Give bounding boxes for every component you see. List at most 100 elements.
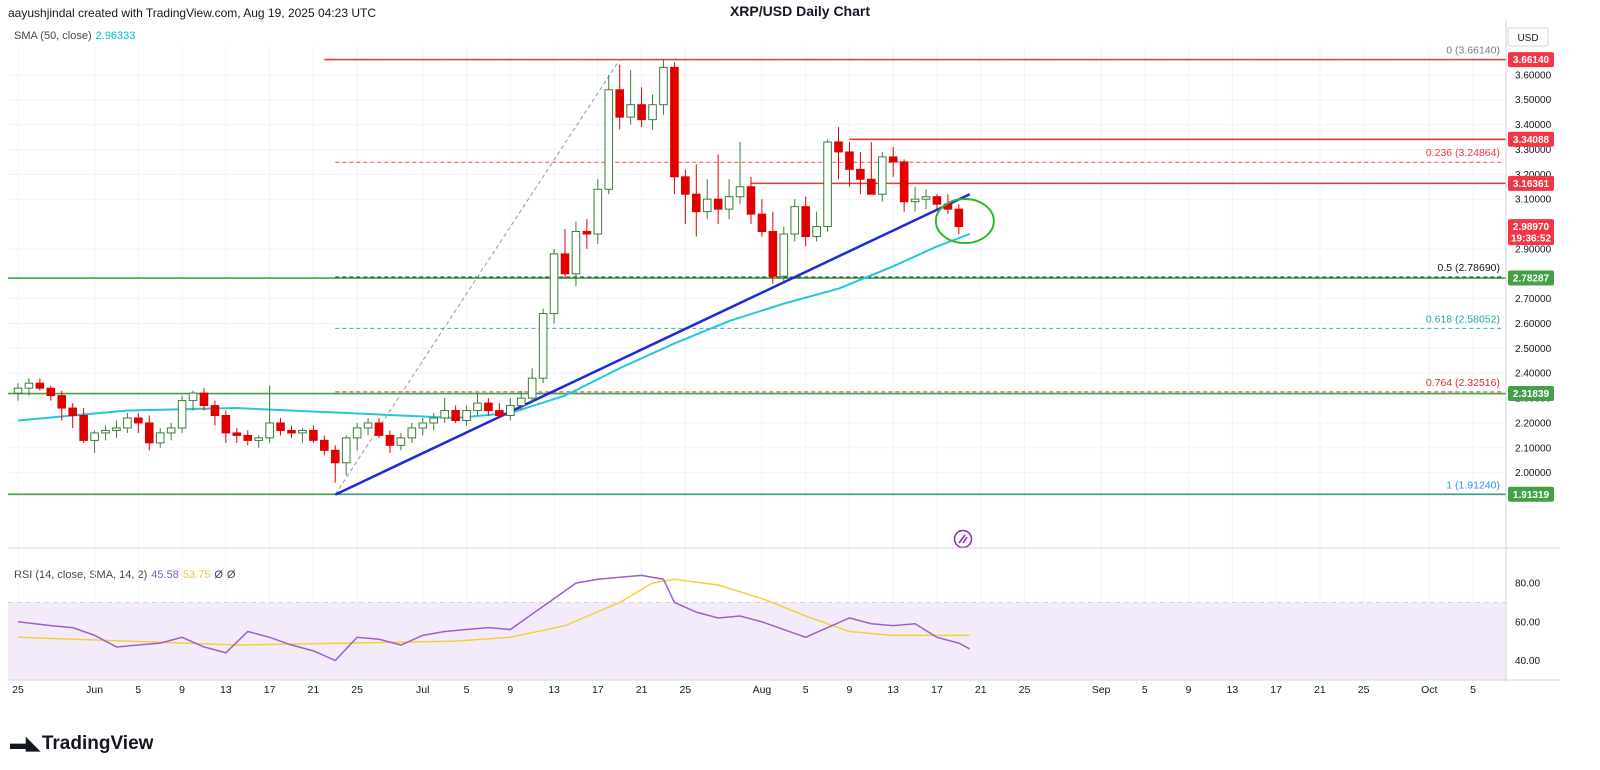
candle: [13, 383, 23, 401]
candle: [681, 169, 690, 225]
candle-body: [932, 196, 942, 205]
rsi-tick-label: 60.00: [1515, 617, 1540, 628]
candle-body: [473, 402, 482, 412]
price-tick-label: 2.10000: [1515, 443, 1552, 454]
candle: [276, 418, 285, 436]
candle: [571, 221, 581, 287]
candle: [68, 403, 78, 428]
candle-body: [243, 434, 253, 441]
candle-body: [177, 400, 187, 429]
date-tick-label: 25: [1358, 684, 1370, 696]
fib-label: 0.764 (2.32516): [1426, 377, 1500, 389]
candle-body: [691, 193, 701, 213]
date-tick-label: 17: [264, 684, 276, 696]
rsi-legend[interactable]: RSI (14, close, SMA, 14, 2) 45.58 53.75 Ø Ø: [14, 569, 235, 581]
candle: [57, 390, 67, 421]
candle-body: [374, 422, 384, 436]
date-tick-label: Oct: [1421, 684, 1437, 696]
price-tag-countdown: 19:36:52: [1511, 234, 1551, 245]
date-tick-label: 17: [592, 684, 604, 696]
candle-body: [910, 198, 920, 203]
candle-body: [320, 439, 329, 451]
candle-body: [834, 141, 843, 153]
candle: [516, 390, 526, 411]
candle-body: [385, 434, 395, 446]
candle-body: [155, 432, 165, 444]
replay-icon-glyph: [958, 534, 968, 544]
candle-body: [845, 151, 854, 170]
candle: [210, 400, 220, 426]
price-tag: 3.16361: [1508, 175, 1554, 191]
candle: [166, 422, 176, 441]
price-tag: 2.78287: [1508, 270, 1554, 286]
support-trendline: [334, 193, 971, 496]
price-tag-bg: [1508, 386, 1554, 402]
candle-body: [768, 231, 778, 277]
candle-body: [144, 422, 154, 444]
price-tick-label: 2.00000: [1515, 468, 1552, 479]
rsi-legend-value: 45.58: [151, 569, 179, 581]
candle: [407, 422, 417, 443]
candle: [221, 410, 231, 443]
candle-body: [604, 89, 614, 190]
fib-label: 0 (3.66140): [1446, 45, 1500, 57]
candle-body: [429, 417, 439, 424]
price-tick-label: 3.40000: [1515, 120, 1552, 131]
candle-body: [681, 176, 690, 195]
price-tag-value: 2.78287: [1513, 274, 1550, 285]
candle-body: [13, 387, 23, 394]
candle-body: [746, 186, 756, 215]
candle-body: [35, 382, 45, 389]
price-tag-value: 3.66140: [1513, 55, 1550, 66]
candle-body: [899, 161, 909, 203]
candle: [330, 445, 340, 483]
candle: [932, 194, 942, 210]
sma-legend[interactable]: SMA (50, close) 2.96333: [14, 30, 135, 42]
candle: [309, 425, 318, 443]
price-tag-bg: [1508, 219, 1554, 246]
rsi-tick-label: 80.00: [1515, 579, 1540, 590]
candle: [856, 151, 865, 195]
candle-body: [68, 407, 78, 417]
date-tick-label: 5: [464, 684, 470, 696]
price-tag: 1.91319: [1508, 486, 1554, 502]
date-tick-label: 17: [931, 684, 943, 696]
date-tick-label: Sep: [1092, 684, 1111, 696]
candle-body: [462, 410, 471, 421]
candle: [801, 196, 810, 247]
candle: [287, 425, 296, 438]
candle: [604, 74, 614, 195]
candle: [746, 176, 756, 225]
candle-body: [823, 141, 832, 228]
candle: [374, 418, 384, 438]
price-tick-label: 2.50000: [1515, 344, 1552, 355]
candle-body: [921, 196, 931, 200]
candle: [779, 226, 789, 282]
candle-body: [210, 405, 220, 417]
candle: [560, 229, 570, 279]
fib-label: 0.236 (3.24864): [1426, 147, 1500, 159]
date-tick-label: 5: [1142, 684, 1148, 696]
candle-body: [188, 392, 198, 402]
candle-body: [812, 226, 821, 237]
rsi-polyline: [17, 574, 971, 662]
candle: [90, 430, 99, 453]
date-tick-label: 21: [975, 684, 987, 696]
candle: [484, 398, 493, 416]
date-tick-label: 9: [1186, 684, 1192, 696]
candle-body: [626, 104, 635, 118]
candle: [418, 418, 428, 436]
axes: 2.000002.100002.200002.300002.400002.500…: [8, 20, 1560, 696]
candle-body: [232, 432, 242, 436]
candle-body: [549, 253, 559, 315]
price-tick-label: 3.60000: [1515, 70, 1552, 81]
fib-diagonal: [334, 59, 621, 495]
price-tick-label: 2.60000: [1515, 319, 1552, 330]
date-tick-label: Aug: [753, 684, 772, 696]
price-tick-label: 3.20000: [1515, 170, 1552, 181]
candle: [845, 142, 854, 187]
candle-body: [867, 178, 876, 195]
candle: [724, 179, 734, 220]
